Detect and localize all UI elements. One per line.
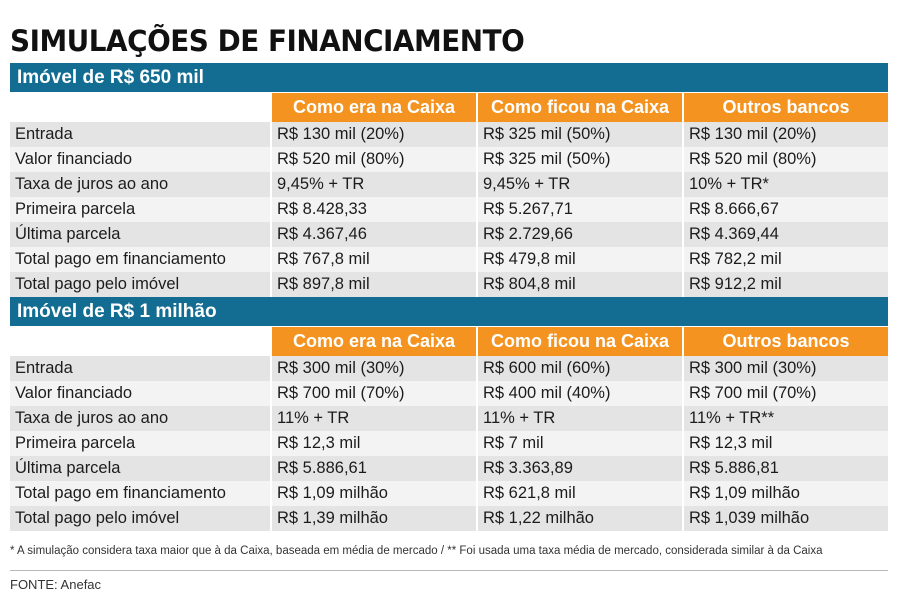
row-label: Total pago em financiamento <box>10 481 272 506</box>
row-label: Última parcela <box>10 456 272 481</box>
table-cell: R$ 2.729,66 <box>478 222 684 247</box>
table-cell: R$ 300 mil (30%) <box>684 356 888 381</box>
divider <box>10 570 888 571</box>
table-cell: R$ 621,8 mil <box>478 481 684 506</box>
table-cell: R$ 12,3 mil <box>272 431 478 456</box>
table-cell: R$ 8.428,33 <box>272 197 478 222</box>
table-cell: 9,45% + TR <box>478 172 684 197</box>
row-label: Taxa de juros ao ano <box>10 406 272 431</box>
table-cell: R$ 700 mil (70%) <box>272 381 478 406</box>
table-cell: R$ 5.886,81 <box>684 456 888 481</box>
table-cell: 9,45% + TR <box>272 172 478 197</box>
table-cell: R$ 600 mil (60%) <box>478 356 684 381</box>
source-credit: FONTE: Anefac <box>10 577 102 592</box>
row-label: Última parcela <box>10 222 272 247</box>
table-row: Total pago pelo imóvel R$ 1,39 milhão R$ 1… <box>10 506 888 531</box>
table-cell: R$ 767,8 mil <box>272 247 478 272</box>
column-header: Como ficou na Caixa <box>478 327 684 356</box>
row-label: Total pago pelo imóvel <box>10 506 272 531</box>
table-row: Valor financiado R$ 520 mil (80%) R$ 325 m… <box>10 147 888 172</box>
table-cell: R$ 479,8 mil <box>478 247 684 272</box>
row-label: Total pago pelo imóvel <box>10 272 272 297</box>
table-cell: R$ 400 mil (40%) <box>478 381 684 406</box>
table-cell: R$ 12,3 mil <box>684 431 888 456</box>
table-cell: R$ 325 mil (50%) <box>478 147 684 172</box>
table-cell: R$ 5.886,61 <box>272 456 478 481</box>
financing-table: Imóvel de R$ 650 mil Como era na Caixa Com… <box>10 63 888 531</box>
row-label: Total pago em financiamento <box>10 247 272 272</box>
column-header: Como era na Caixa <box>272 327 478 356</box>
table-row: Primeira parcela R$ 12,3 mil R$ 7 mil R$ 12… <box>10 431 888 456</box>
header-blank-cell <box>10 327 272 356</box>
table-cell: R$ 3.363,89 <box>478 456 684 481</box>
row-label: Entrada <box>10 122 272 147</box>
table-cell: R$ 1,39 milhão <box>272 506 478 531</box>
row-label: Taxa de juros ao ano <box>10 172 272 197</box>
table-row: Primeira parcela R$ 8.428,33 R$ 5.267,71 R$… <box>10 197 888 222</box>
table-cell: R$ 897,8 mil <box>272 272 478 297</box>
table-cell: 11% + TR <box>478 406 684 431</box>
row-label: Valor financiado <box>10 381 272 406</box>
table-cell: R$ 130 mil (20%) <box>272 122 478 147</box>
table-cell: R$ 700 mil (70%) <box>684 381 888 406</box>
table-row: Entrada R$ 300 mil (30%) R$ 600 mil (60%) R… <box>10 356 888 381</box>
column-header: Outros bancos <box>684 327 888 356</box>
table-cell: 11% + TR <box>272 406 478 431</box>
table-cell: R$ 7 mil <box>478 431 684 456</box>
table-cell: R$ 325 mil (50%) <box>478 122 684 147</box>
table-row: Taxa de juros ao ano 11% + TR 11% + TR 11% … <box>10 406 888 431</box>
table-row: Total pago pelo imóvel R$ 897,8 mil R$ 804… <box>10 272 888 297</box>
table-cell: 11% + TR** <box>684 406 888 431</box>
table-cell: R$ 4.369,44 <box>684 222 888 247</box>
table-cell: R$ 782,2 mil <box>684 247 888 272</box>
table-row: Taxa de juros ao ano 9,45% + TR 9,45% + TR… <box>10 172 888 197</box>
table-row: Total pago em financiamento R$ 1,09 milhã… <box>10 481 888 506</box>
column-header-row: Como era na Caixa Como ficou na Caixa Outr… <box>10 93 888 122</box>
table-cell: R$ 1,22 milhão <box>478 506 684 531</box>
section-heading: Imóvel de R$ 650 mil <box>10 63 888 93</box>
row-label: Entrada <box>10 356 272 381</box>
table-cell: R$ 5.267,71 <box>478 197 684 222</box>
table-cell: R$ 1,039 milhão <box>684 506 888 531</box>
page-title: SIMULAÇÕES DE FINANCIAMENTO <box>10 24 525 58</box>
table-cell: R$ 130 mil (20%) <box>684 122 888 147</box>
table-cell: R$ 8.666,67 <box>684 197 888 222</box>
row-label: Primeira parcela <box>10 431 272 456</box>
row-label: Valor financiado <box>10 147 272 172</box>
table-row: Última parcela R$ 5.886,61 R$ 3.363,89 R$ 5… <box>10 456 888 481</box>
table-cell: R$ 300 mil (30%) <box>272 356 478 381</box>
table-cell: R$ 1,09 milhão <box>272 481 478 506</box>
header-blank-cell <box>10 93 272 122</box>
row-label: Primeira parcela <box>10 197 272 222</box>
column-header: Outros bancos <box>684 93 888 122</box>
footnote: * A simulação considera taxa maior que à… <box>10 545 823 557</box>
table-cell: R$ 520 mil (80%) <box>684 147 888 172</box>
column-header-row: Como era na Caixa Como ficou na Caixa Outr… <box>10 327 888 356</box>
table-cell: R$ 912,2 mil <box>684 272 888 297</box>
table-row: Entrada R$ 130 mil (20%) R$ 325 mil (50%) R… <box>10 122 888 147</box>
table-cell: R$ 4.367,46 <box>272 222 478 247</box>
column-header: Como era na Caixa <box>272 93 478 122</box>
column-header: Como ficou na Caixa <box>478 93 684 122</box>
table-row: Valor financiado R$ 700 mil (70%) R$ 400 m… <box>10 381 888 406</box>
table-cell: 10% + TR* <box>684 172 888 197</box>
table-cell: R$ 1,09 milhão <box>684 481 888 506</box>
table-row: Última parcela R$ 4.367,46 R$ 2.729,66 R$ 4… <box>10 222 888 247</box>
table-cell: R$ 804,8 mil <box>478 272 684 297</box>
section-heading: Imóvel de R$ 1 milhão <box>10 297 888 327</box>
table-cell: R$ 520 mil (80%) <box>272 147 478 172</box>
table-row: Total pago em financiamento R$ 767,8 mil R… <box>10 247 888 272</box>
